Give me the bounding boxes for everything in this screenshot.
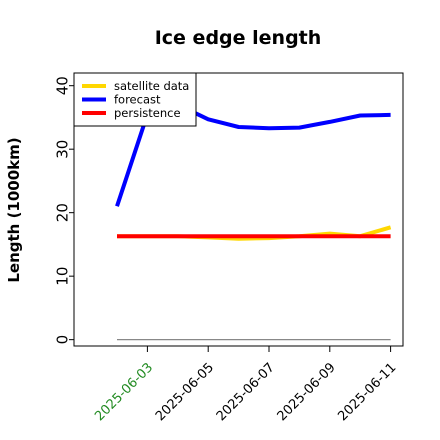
x-tick-label: 2025-06-03	[92, 360, 156, 424]
legend-label-forecast: forecast	[114, 93, 161, 107]
y-tick-label: 0	[53, 335, 71, 345]
y-tick-label: 10	[53, 267, 71, 286]
y-axis-label: Length (1000km)	[5, 137, 23, 282]
y-tick-label: 40	[53, 76, 71, 95]
legend-label-satellite-data: satellite data	[114, 79, 189, 93]
x-tick-label: 2025-06-05	[153, 360, 217, 424]
legend-label-persistence: persistence	[114, 106, 181, 120]
x-tick-label: 2025-06-07	[214, 360, 278, 424]
chart-title: Ice edge length	[155, 27, 322, 49]
x-tick-label: 2025-06-09	[275, 360, 339, 424]
y-tick-label: 30	[53, 140, 71, 159]
plot-frame	[73, 72, 404, 347]
y-tick-label: 20	[53, 203, 71, 222]
x-tick-label: 2025-06-11	[335, 360, 399, 424]
